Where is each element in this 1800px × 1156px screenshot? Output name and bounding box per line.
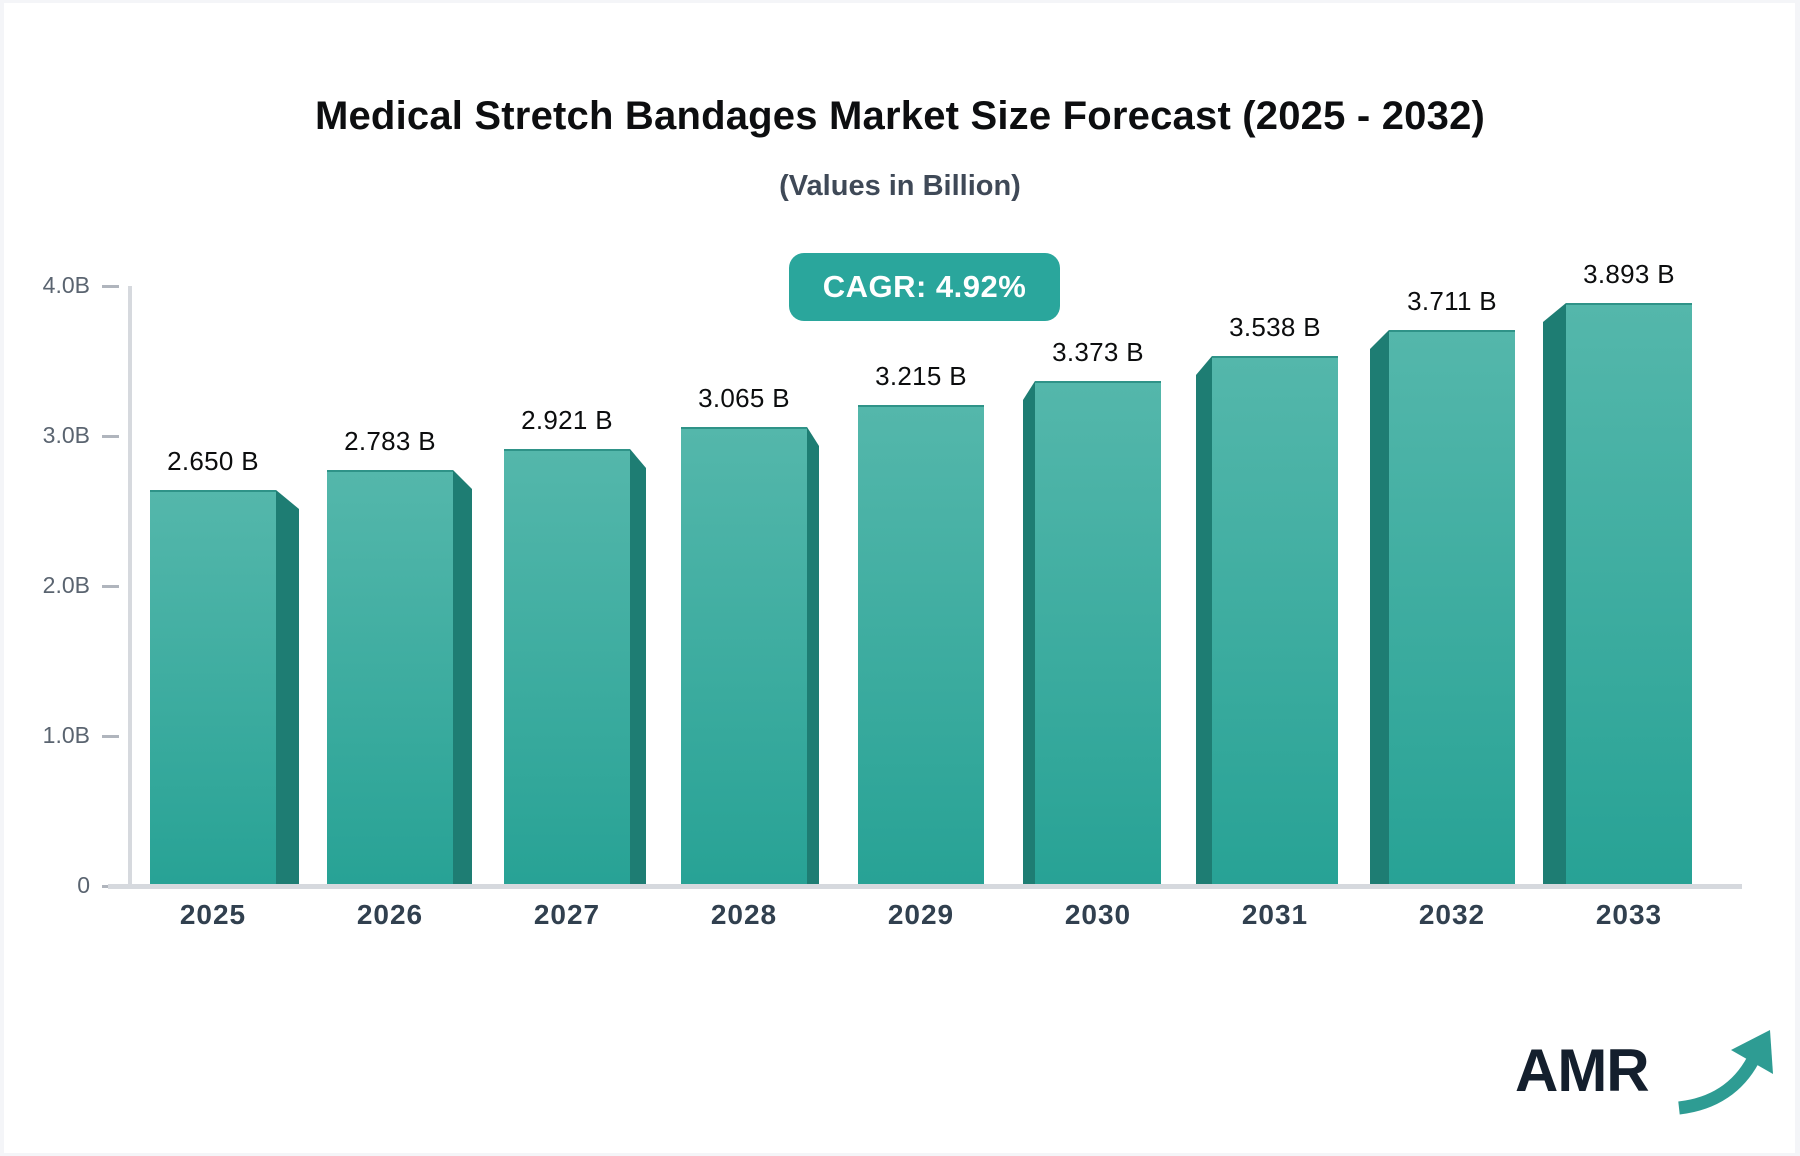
y-tick-label: 0 [77,872,90,898]
x-axis-label-2027: 2027 [533,899,601,930]
y-tick-label: 4.0B [42,272,90,298]
bar-2029 [858,405,984,889]
y-axis-line [128,286,132,889]
y-tick-mark [102,735,119,738]
bar-side-shade [1023,381,1035,889]
bar-value-label: 2.783 B [344,426,436,456]
bar-value-label: 3.373 B [1052,337,1144,367]
y-tick-label: 2.0B [42,572,90,598]
amr-logo-text: AMR [1515,1037,1650,1104]
x-axis-label-2033: 2033 [1595,899,1663,930]
y-tick-mark [102,435,119,438]
bar-side-shade [1370,330,1389,889]
y-tick-label: 3.0B [42,422,90,448]
x-axis-label-2029: 2029 [887,899,955,930]
bar-2025 [150,490,299,889]
y-tick-mark [102,285,119,288]
bar-side-shade [276,490,299,889]
bar-value-label: 2.650 B [167,446,259,476]
bar-face [858,405,984,889]
bar-side-shade [630,449,646,889]
bar-value-label: 2.921 B [521,405,613,435]
bar-face [1035,381,1161,889]
y-tick-mark [102,585,119,588]
bar-2031 [1196,356,1338,889]
x-axis-label-2026: 2026 [356,899,424,930]
x-axis-label-2030: 2030 [1064,899,1132,930]
bar-2030 [1023,381,1161,889]
bar-value-label: 3.065 B [698,383,790,413]
chart-subtitle: (Values in Billion) [779,170,1021,202]
bar-side-shade [807,427,819,889]
bar-face [327,470,453,889]
amr-logo: AMR [1515,1030,1785,1125]
cagr-badge: CAGR: 4.92% [789,253,1060,321]
bar-face [1212,356,1338,889]
x-axis-label-2031: 2031 [1241,899,1309,930]
bar-face [681,427,807,889]
bar-side-shade [1543,303,1566,889]
y-tick-label: 1.0B [42,722,90,748]
x-axis-line [108,884,1742,889]
bar-2026 [327,470,472,889]
bar-value-label: 3.711 B [1407,286,1497,316]
bar-face [150,490,276,889]
bar-2033 [1543,303,1692,889]
chart-title: Medical Stretch Bandages Market Size For… [314,94,1486,138]
bar-value-label: 3.215 B [875,361,967,391]
bar-face [504,449,630,889]
bar-face [1389,330,1515,889]
x-axis-label-2032: 2032 [1418,899,1486,930]
x-axis-label-2028: 2028 [710,899,778,930]
bar-value-label: 3.893 B [1583,259,1675,289]
bar-side-shade [453,470,472,889]
x-axis-label-2025: 2025 [179,899,247,930]
bar-value-label: 3.538 B [1229,312,1321,342]
growth-arrow-icon [1678,1030,1773,1115]
bar-2032 [1370,330,1515,889]
bar-2028 [681,427,819,889]
bar-2027 [504,449,646,889]
bar-side-shade [1196,356,1212,889]
bar-face [1566,303,1692,889]
